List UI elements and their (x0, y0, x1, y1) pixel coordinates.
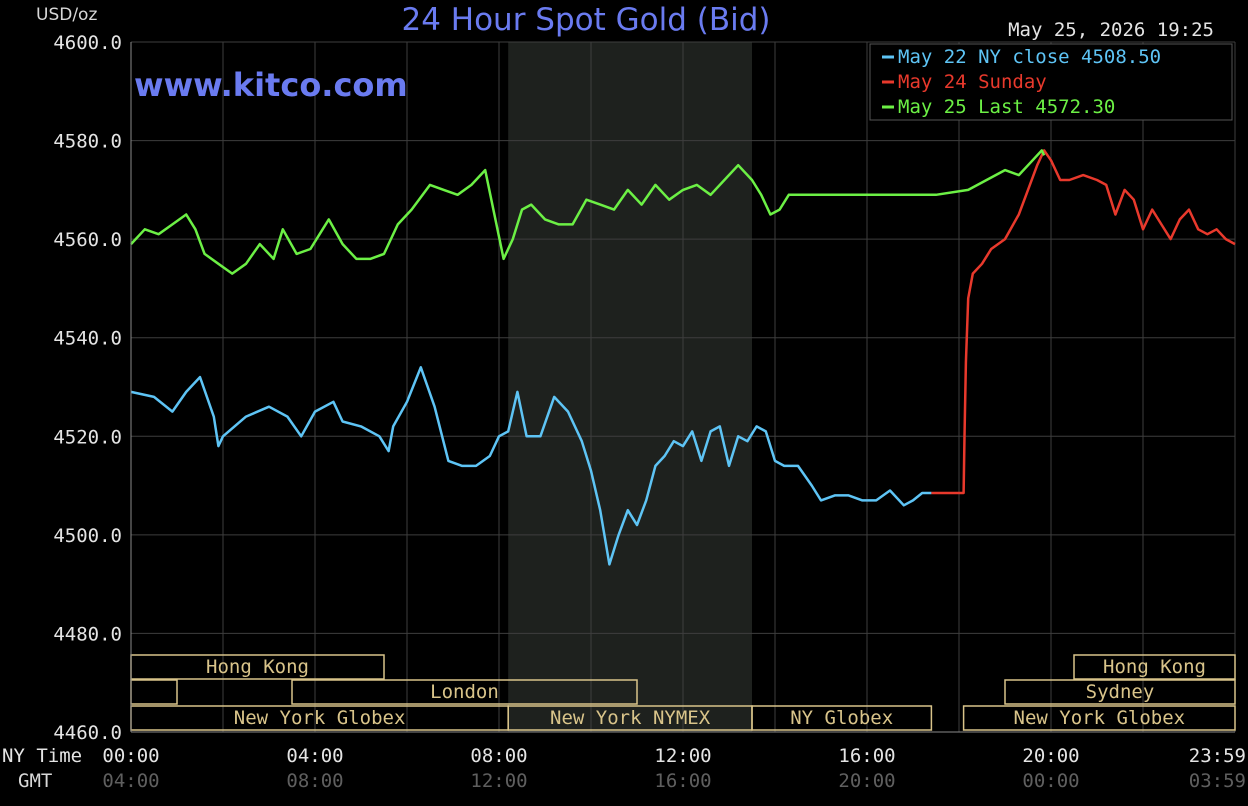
session-label: New York Globex (234, 707, 406, 729)
legend: May 22 NY close 4508.50 May 24 Sunday May … (869, 43, 1233, 121)
nymex-session-shade (508, 42, 752, 732)
x-tick-label-gmt: 00:00 (1022, 770, 1079, 792)
x-axis-ticks: 00:00 04:00 04:00 08:00 08:00 12:00 12:00 16:00… (102, 745, 1246, 792)
legend-entry: May 24 Sunday (898, 71, 1047, 93)
session-bar (751, 705, 933, 731)
x-tick-label-ny: 04:00 (286, 745, 343, 767)
unit-label: USD/oz (36, 5, 97, 25)
session-label: Hong Kong (206, 656, 309, 678)
y-tick-label: 4480.0 (53, 623, 122, 645)
watermark: www.kitco.com (134, 66, 408, 104)
y-tick-label: 4460.0 (53, 722, 122, 744)
trading-sessions: Hong Kong Hong Kong London Sydney New York G… (130, 654, 1236, 731)
grid-lines (130, 41, 1236, 733)
x-tick-label-gmt: 12:00 (470, 770, 527, 792)
session-bar (1004, 679, 1236, 705)
y-tick-label: 4520.0 (53, 426, 122, 448)
y-tick-label: 4560.0 (53, 229, 122, 251)
x-tick-label-ny: 00:00 (102, 745, 159, 767)
x-tick-label-ny: 16:00 (838, 745, 895, 767)
session-label: NY Globex (790, 707, 893, 729)
session-label: New York NYMEX (550, 707, 711, 729)
x-tick-label-ny: 20:00 (1022, 745, 1079, 767)
price-series (130, 149, 1236, 566)
series-line-3 (130, 149, 1046, 275)
y-tick-label: 4500.0 (53, 525, 122, 547)
series-line-2 (931, 149, 1236, 495)
x-tick-label-gmt: 20:00 (838, 770, 895, 792)
session-label: Sydney (1086, 681, 1155, 703)
x-tick-label-gmt: 04:00 (102, 770, 159, 792)
x-tick-label-gmt: 08:00 (286, 770, 343, 792)
timestamp: May 25, 2026 19:25 (1008, 19, 1214, 41)
session-label: Hong Kong (1103, 656, 1206, 678)
x-row-label-gmt: GMT (18, 770, 52, 792)
y-axis-ticks: 4600.0 4580.0 4560.0 4540.0 4520.0 4500.0 4480… (53, 32, 122, 744)
y-tick-label: 4540.0 (53, 328, 122, 350)
x-tick-label-gmt: 16:00 (654, 770, 711, 792)
session-bar (962, 705, 1236, 731)
x-tick-label-ny: 23:59 (1189, 745, 1246, 767)
x-tick-label-ny: 08:00 (470, 745, 527, 767)
legend-entry: May 25 Last 4572.30 (898, 96, 1115, 118)
chart-title: 24 Hour Spot Gold (Bid) (401, 2, 770, 38)
session-bar (291, 679, 638, 705)
x-tick-label-gmt: 03:59 (1189, 770, 1246, 792)
session-label: New York Globex (1014, 707, 1186, 729)
x-tick-label-ny: 12:00 (654, 745, 711, 767)
legend-entry: May 22 NY close 4508.50 (898, 46, 1161, 68)
legend-box (869, 43, 1233, 121)
series-line-1 (130, 366, 932, 566)
x-row-label-ny: NY Time (2, 745, 82, 767)
session-label: London (430, 681, 499, 703)
session-bar (1073, 654, 1236, 680)
y-tick-label: 4600.0 (53, 32, 122, 54)
y-tick-label: 4580.0 (53, 131, 122, 153)
